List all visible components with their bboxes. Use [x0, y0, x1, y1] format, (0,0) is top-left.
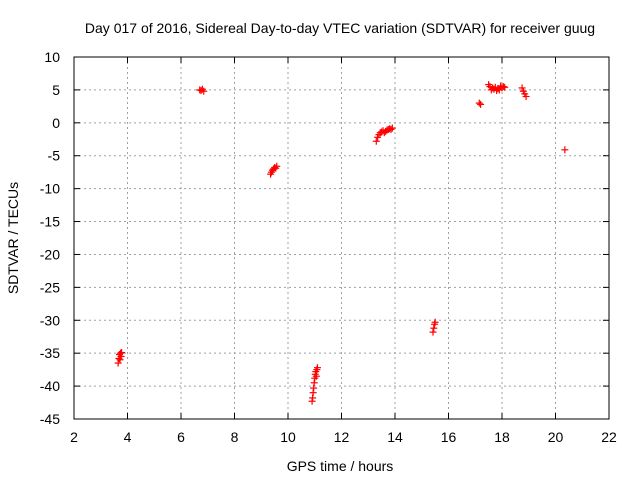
y-tick-label: -40 — [40, 378, 60, 394]
y-tick-label: -30 — [40, 312, 60, 328]
y-tick-label: -20 — [40, 246, 60, 262]
x-tick-label: 20 — [548, 429, 564, 445]
y-tick-label: -10 — [40, 181, 60, 197]
x-tick-label: 14 — [387, 429, 403, 445]
data-point — [387, 125, 395, 133]
x-tick-label: 2 — [70, 429, 78, 445]
x-axis-label: GPS time / hours — [287, 458, 394, 474]
data-point — [477, 100, 485, 108]
data-point — [518, 84, 526, 92]
x-tick-label: 4 — [124, 429, 132, 445]
data-point — [273, 162, 281, 170]
chart-title: Day 017 of 2016, Sidereal Day-to-day VTE… — [85, 20, 595, 36]
y-tick-label: -45 — [40, 411, 60, 427]
data-point — [116, 356, 124, 364]
y-tick-label: 5 — [52, 82, 60, 98]
grid-lines — [74, 57, 609, 419]
data-point — [372, 137, 380, 145]
x-tick-label: 18 — [494, 429, 510, 445]
data-point — [200, 87, 208, 95]
y-axis-label: SDTVAR / TECUs — [5, 182, 21, 294]
data-point — [431, 318, 439, 326]
data-point — [475, 99, 483, 107]
x-tick-label: 12 — [334, 429, 350, 445]
x-tick-label: 8 — [231, 429, 239, 445]
x-tick-label: 22 — [601, 429, 617, 445]
data-point — [501, 83, 509, 91]
x-tick-label: 6 — [177, 429, 185, 445]
y-tick-label: 10 — [44, 49, 60, 65]
data-points — [114, 81, 569, 405]
x-tick-label: 10 — [280, 429, 296, 445]
y-tick-label: 0 — [52, 115, 60, 131]
x-tick-labels: 2 4 6 8 10 12 14 16 18 20 22 — [70, 429, 617, 445]
axis-ticks — [73, 56, 610, 420]
data-point — [312, 372, 320, 380]
data-point — [388, 124, 396, 132]
data-point — [429, 328, 437, 336]
x-tick-label: 16 — [441, 429, 457, 445]
y-tick-label: -25 — [40, 279, 60, 295]
data-point — [313, 364, 321, 372]
y-tick-label: -15 — [40, 214, 60, 230]
data-point — [561, 146, 569, 154]
y-tick-label: -35 — [40, 345, 60, 361]
data-point — [430, 324, 438, 332]
y-tick-label: -5 — [48, 148, 61, 164]
data-point — [118, 349, 126, 357]
data-point — [499, 83, 507, 91]
data-point — [522, 92, 530, 100]
y-tick-labels: 10 5 0 -5 -10 -15 -20 -25 -30 -35 -40 -45 — [40, 49, 60, 427]
